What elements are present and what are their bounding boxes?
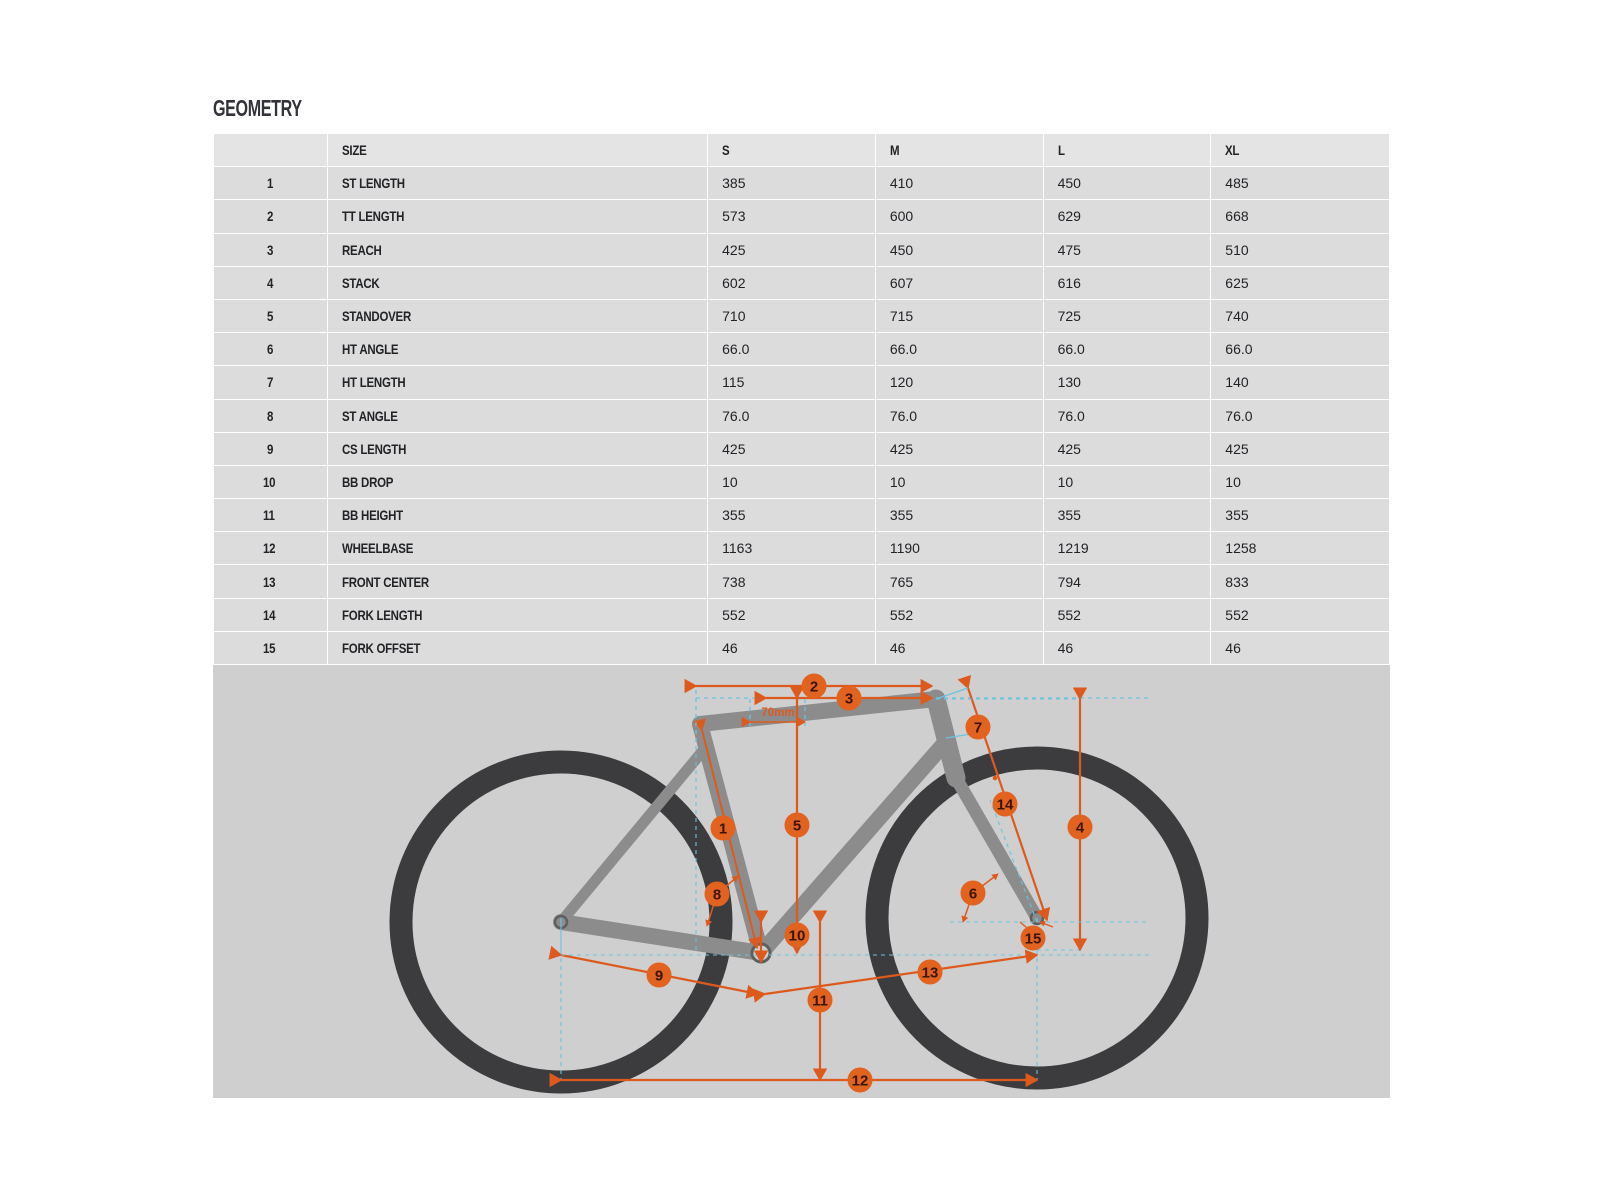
svg-text:5: 5: [793, 818, 801, 835]
svg-text:1: 1: [719, 821, 727, 838]
svg-text:70mm: 70mm: [761, 707, 794, 719]
svg-text:15: 15: [1025, 931, 1042, 948]
svg-text:10: 10: [789, 928, 806, 945]
svg-text:12: 12: [852, 1073, 869, 1090]
svg-text:11: 11: [812, 993, 828, 1010]
svg-text:4: 4: [1076, 820, 1085, 837]
svg-text:14: 14: [997, 797, 1014, 814]
svg-text:8: 8: [713, 887, 721, 904]
svg-text:9: 9: [655, 968, 663, 985]
svg-text:13: 13: [922, 965, 939, 982]
svg-text:6: 6: [969, 886, 977, 903]
svg-text:3: 3: [845, 691, 853, 708]
svg-text:7: 7: [974, 720, 982, 737]
svg-text:2: 2: [810, 679, 818, 696]
